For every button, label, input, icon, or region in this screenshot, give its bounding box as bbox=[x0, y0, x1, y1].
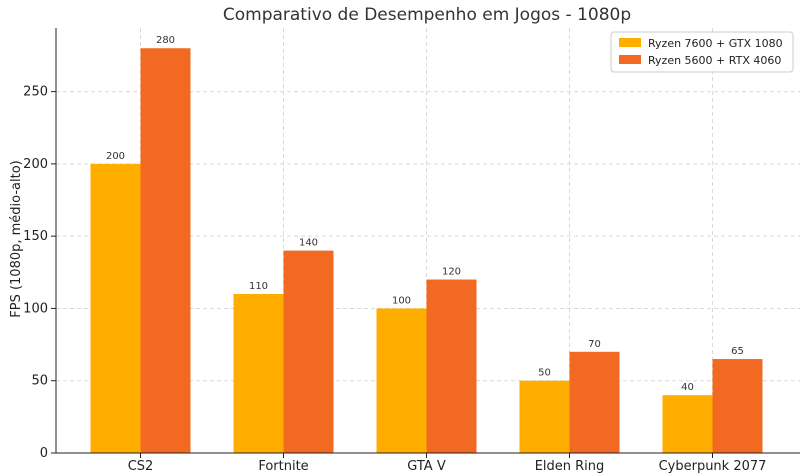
bar bbox=[376, 308, 427, 453]
bar-value-label: 200 bbox=[106, 151, 125, 162]
bar bbox=[283, 250, 334, 453]
bar-value-label: 70 bbox=[588, 339, 601, 350]
legend-entry-label: Ryzen 7600 + GTX 1080 bbox=[648, 37, 783, 50]
y-tick-label: 200 bbox=[23, 157, 48, 172]
bar bbox=[233, 293, 284, 453]
bar-value-label: 100 bbox=[392, 295, 411, 306]
bar bbox=[662, 395, 713, 453]
bar bbox=[426, 279, 477, 453]
bars bbox=[90, 48, 763, 454]
x-tick-label: Fortnite bbox=[258, 459, 308, 474]
legend[interactable]: Ryzen 7600 + GTX 1080 Ryzen 5600 + RTX 40… bbox=[610, 31, 794, 73]
x-tick-label: GTA V bbox=[407, 459, 446, 474]
bar-value-label: 280 bbox=[156, 35, 175, 46]
x-tick-label: Cyberpunk 2077 bbox=[659, 459, 767, 474]
bar bbox=[569, 351, 620, 453]
bar-value-label: 65 bbox=[731, 346, 744, 357]
bar bbox=[519, 380, 570, 453]
bar bbox=[140, 48, 191, 453]
bar bbox=[90, 163, 141, 454]
legend-swatch bbox=[619, 38, 641, 47]
legend-swatch bbox=[619, 55, 641, 64]
y-axis-label: FPS (1080p, médio-alto) bbox=[9, 160, 24, 318]
bar-value-label: 110 bbox=[249, 281, 268, 292]
axes: 0 50 100 150 200 250 CS2 Fortnite GTA V Elden Rin… bbox=[23, 28, 800, 474]
y-tick-label: 100 bbox=[23, 301, 48, 316]
y-tick-label: 250 bbox=[23, 85, 48, 100]
x-tick-label: CS2 bbox=[128, 459, 154, 474]
bar-value-label: 120 bbox=[442, 267, 461, 278]
data-labels: 200 110 100 50 40 280 140 120 70 65 bbox=[106, 35, 744, 393]
bar-value-label: 40 bbox=[681, 382, 694, 393]
bar bbox=[712, 359, 763, 453]
y-tick-label: 150 bbox=[23, 229, 48, 244]
bar-value-label: 50 bbox=[538, 368, 551, 379]
bar-value-label: 140 bbox=[299, 238, 318, 249]
x-tick-label: Elden Ring bbox=[535, 459, 605, 474]
y-tick-label: 50 bbox=[31, 374, 48, 389]
y-tick-label: 0 bbox=[40, 446, 48, 461]
chart-title: Comparativo de Desempenho em Jogos - 108… bbox=[223, 5, 631, 25]
legend-entry-label: Ryzen 5600 + RTX 4060 bbox=[648, 54, 781, 67]
legend-box bbox=[610, 31, 794, 73]
